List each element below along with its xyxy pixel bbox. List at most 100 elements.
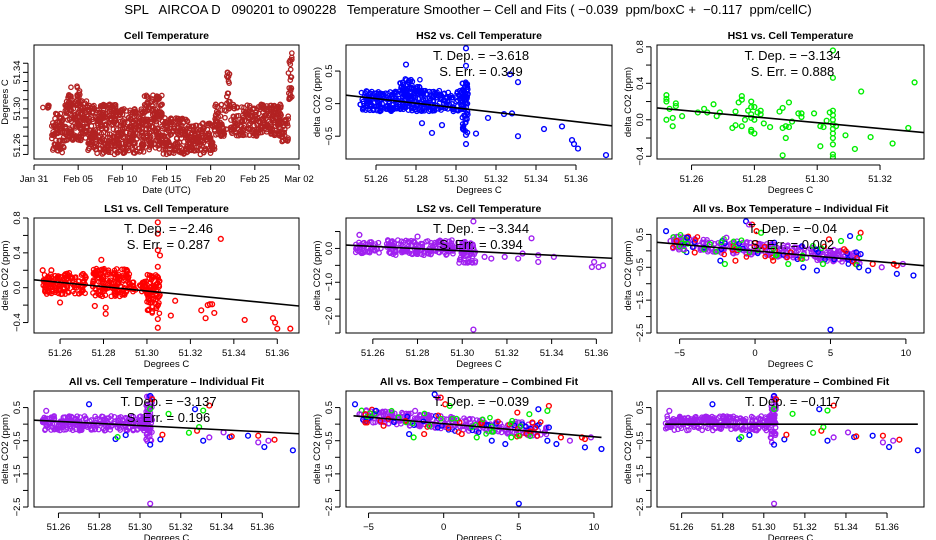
panel-all-vs-cell-individual: All vs. Cell Temperature – Individual Fi… [0, 376, 300, 540]
data-point [404, 81, 411, 88]
data-point [523, 423, 529, 430]
data-point [782, 123, 789, 130]
x-tick-label: 51.30 [135, 348, 159, 359]
data-point [271, 436, 278, 443]
data-point [488, 429, 495, 435]
data-point [139, 109, 146, 116]
data-point [54, 274, 61, 280]
x-tick-label: 51.34 [834, 522, 858, 533]
data-point [72, 274, 78, 281]
data-point [64, 137, 71, 143]
data-point [125, 275, 131, 282]
data-point [410, 238, 417, 244]
data-point [669, 114, 676, 122]
y-tick-label: 0.5 [12, 401, 23, 414]
data-point [196, 424, 203, 431]
data-layer [351, 391, 605, 507]
data-point [50, 145, 57, 152]
data-point [749, 417, 756, 423]
data-point [748, 98, 755, 105]
data-point [351, 401, 359, 408]
data-point [676, 414, 683, 420]
data-point [409, 107, 415, 114]
data-point [829, 154, 837, 159]
data-point [570, 140, 578, 148]
data-point [840, 246, 848, 253]
data-point [69, 274, 76, 281]
data-point [704, 237, 710, 243]
data-point [720, 246, 727, 253]
data-point [255, 439, 262, 446]
data-point [116, 139, 122, 145]
data-point [270, 119, 277, 126]
data-point [156, 252, 164, 259]
data-point [286, 85, 293, 91]
data-point [810, 110, 818, 117]
data-point [540, 125, 548, 133]
data-point [116, 141, 122, 148]
figure-title: SPL AIRCOA D 090201 to 090228 Temperatur… [124, 2, 812, 17]
data-point [167, 143, 173, 150]
data-point [431, 391, 438, 398]
data-point [574, 145, 582, 152]
data-point [424, 102, 431, 109]
data-point [743, 254, 750, 260]
data-point [267, 123, 274, 130]
data-point [432, 412, 439, 419]
data-point [208, 138, 215, 145]
data-point [114, 433, 121, 441]
tdep-annotation: T. Dep. = −3.134 [744, 48, 840, 63]
data-point [66, 414, 73, 420]
x-tick-label: 51.36 [875, 522, 899, 533]
y-tick-label: 0.5 [635, 228, 646, 241]
data-point [99, 115, 106, 121]
data-point [721, 260, 728, 268]
data-point [40, 104, 46, 111]
data-point [408, 85, 414, 92]
data-point [785, 123, 793, 131]
data-point [144, 132, 151, 139]
y-axis: −0.4 0.0 0.4 0.8 delta CO2 (ppm) [623, 40, 652, 166]
data-point [779, 152, 786, 159]
data-point [691, 249, 698, 256]
data-point [162, 146, 169, 153]
fit-line [34, 279, 299, 307]
data-point [98, 271, 105, 277]
data-point [869, 260, 876, 268]
data-point [697, 416, 704, 422]
data-point [893, 270, 900, 277]
data-point [481, 253, 488, 260]
data-point [778, 246, 785, 252]
data-point [214, 118, 221, 125]
data-point [455, 239, 461, 246]
data-point [103, 121, 109, 128]
data-point [829, 134, 837, 142]
data-point [414, 233, 421, 240]
data-point [213, 132, 219, 138]
data-point [799, 243, 805, 249]
panel-all-vs-box-combined: All vs. Box Temperature – Combined Fit −5… [312, 376, 613, 540]
data-point [830, 402, 837, 409]
data-point [211, 146, 218, 153]
x-tick-label: Feb 10 [108, 174, 138, 185]
data-point [844, 429, 852, 436]
x-tick-label: 0 [441, 522, 446, 533]
data-point [710, 101, 717, 108]
data-point [107, 140, 113, 147]
data-point [702, 420, 709, 426]
y-tick-label: −0.5 [12, 431, 23, 450]
data-point [143, 436, 150, 443]
data-point [377, 103, 384, 110]
data-point [138, 106, 145, 113]
data-point [514, 409, 521, 416]
data-point [130, 283, 137, 290]
data-point [98, 256, 105, 263]
data-point [262, 125, 268, 132]
data-point [48, 427, 54, 433]
data-point [501, 253, 508, 260]
data-point [438, 122, 446, 129]
data-point [745, 221, 753, 228]
data-point [878, 264, 885, 271]
data-point [405, 79, 411, 86]
data-point [132, 122, 138, 128]
